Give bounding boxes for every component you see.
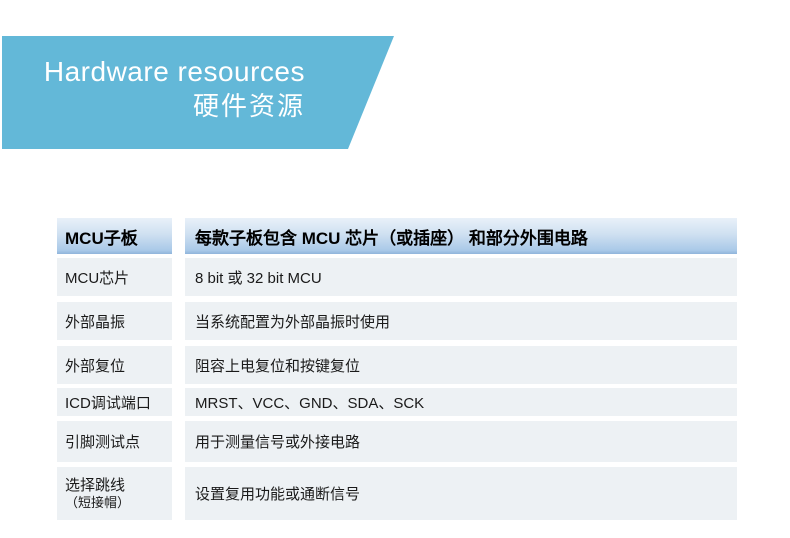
table-row-mcu-chip: MCU芯片 8 bit 或 32 bit MCU — [57, 258, 737, 296]
row-value: 设置复用功能或通断信号 — [185, 467, 737, 520]
table-row-jumper-select: 选择跳线 （短接帽） 设置复用功能或通断信号 — [57, 467, 737, 520]
row-label: MCU芯片 — [57, 258, 172, 296]
row-label: 外部晶振 — [57, 302, 172, 340]
row-label-line1: 选择跳线 — [65, 476, 126, 494]
row-label: 外部复位 — [57, 346, 172, 384]
table-header-row: MCU子板 每款子板包含 MCU 芯片（或插座） 和部分外围电路 — [57, 218, 737, 254]
table-row-external-crystal: 外部晶振 当系统配置为外部晶振时使用 — [57, 302, 737, 340]
title-banner: Hardware resources 硬件资源 — [2, 36, 394, 149]
hardware-resources-table: MCU子板 每款子板包含 MCU 芯片（或插座） 和部分外围电路 MCU芯片 8… — [57, 218, 737, 520]
table-header-description: 每款子板包含 MCU 芯片（或插座） 和部分外围电路 — [185, 218, 737, 254]
row-label-line2: （短接帽） — [65, 494, 131, 510]
row-label: 引脚测试点 — [57, 421, 172, 462]
table-row-icd-debug-port: ICD调试端口 MRST、VCC、GND、SDA、SCK — [57, 388, 737, 416]
row-value: MRST、VCC、GND、SDA、SCK — [185, 388, 737, 416]
row-value: 8 bit 或 32 bit MCU — [185, 258, 737, 296]
table-row-external-reset: 外部复位 阻容上电复位和按键复位 — [57, 346, 737, 384]
row-label: ICD调试端口 — [57, 388, 172, 416]
row-value: 当系统配置为外部晶振时使用 — [185, 302, 737, 340]
row-value: 用于测量信号或外接电路 — [185, 421, 737, 462]
table-row-pin-test-points: 引脚测试点 用于测量信号或外接电路 — [57, 421, 737, 462]
banner-title-chinese: 硬件资源 — [192, 91, 305, 121]
table-header-label: MCU子板 — [57, 218, 172, 254]
banner-title-english: Hardware resources — [43, 56, 305, 87]
row-label: 选择跳线 （短接帽） — [57, 467, 172, 520]
row-value: 阻容上电复位和按键复位 — [185, 346, 737, 384]
